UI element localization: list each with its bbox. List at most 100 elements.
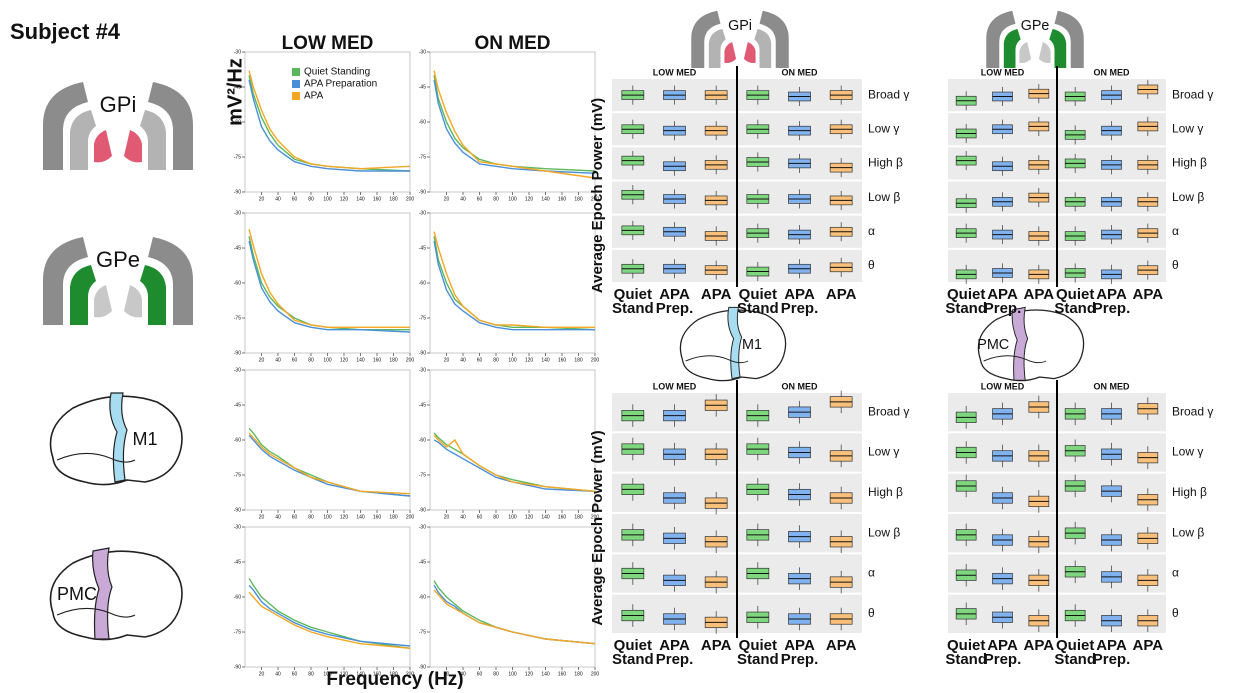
y-tick-label: -30 <box>234 524 241 530</box>
y-tick-label: -30 <box>419 49 426 55</box>
band-label: High β <box>868 156 903 170</box>
condition-label: Quiet Stand <box>945 286 987 317</box>
inner-segment <box>94 285 112 318</box>
condition-label: Quiet Stand <box>945 637 987 668</box>
psd-line <box>433 231 595 328</box>
condition-label: Quiet Stand <box>611 637 654 668</box>
x-tick-label: 200 <box>406 196 415 202</box>
x-tick-label: 140 <box>541 514 550 520</box>
x-tick-label: 200 <box>591 357 600 363</box>
psd-line <box>433 70 596 179</box>
x-tick-label: 120 <box>340 514 349 520</box>
condition-label: Quiet Stand <box>736 286 779 317</box>
psd-line <box>248 240 411 333</box>
x-tick-label: 200 <box>406 671 415 677</box>
outer-segment <box>148 82 193 170</box>
condition-label: Quiet Stand <box>611 286 654 317</box>
band-label: Low β <box>868 525 900 539</box>
colored-strip <box>1011 306 1029 381</box>
region-label: GPe <box>96 247 140 272</box>
x-tick-label: 180 <box>389 671 398 677</box>
y-tick-label: -45 <box>419 402 426 408</box>
x-tick-label: 160 <box>373 671 382 677</box>
y-tick-label: -75 <box>419 472 426 478</box>
condition-label: APA <box>1023 286 1055 303</box>
y-tick-label: -45 <box>419 245 426 251</box>
condition-label: APA Prep. <box>655 286 694 317</box>
x-tick-label: 120 <box>340 671 349 677</box>
psd-line <box>248 584 411 647</box>
band-label: Broad γ <box>868 404 909 418</box>
y-tick-label: -30 <box>234 210 241 216</box>
x-tick-label: 120 <box>340 357 349 363</box>
y-axis-title: Average Epoch Power (mV) <box>589 430 606 625</box>
x-tick-label: 180 <box>389 196 398 202</box>
icon: GPe <box>986 10 1084 68</box>
x-tick-label: 200 <box>406 357 415 363</box>
column-header: ON MED <box>475 33 551 54</box>
x-tick-label: 20 <box>444 357 450 363</box>
y-tick-label: -75 <box>419 629 426 635</box>
x-tick-label: 140 <box>541 671 550 677</box>
band-label: θ <box>1172 258 1179 272</box>
panel-frame <box>429 369 596 511</box>
condition-label: APA <box>700 286 732 303</box>
column-header: LOW MED <box>981 67 1025 77</box>
column-header: LOW MED <box>653 381 697 391</box>
icon: PMC <box>977 306 1085 382</box>
x-tick-label: 60 <box>477 514 483 520</box>
band-label: θ <box>868 258 875 272</box>
x-tick-label: 100 <box>508 514 517 520</box>
band-label: Low γ <box>1172 121 1203 135</box>
y-axis-title: Average Epoch Power (mV) <box>589 98 606 293</box>
x-tick-label: 60 <box>292 671 298 677</box>
middle-segment <box>140 110 166 170</box>
legend-swatch <box>292 80 300 88</box>
x-tick-label: 80 <box>308 671 314 677</box>
band-label: Low β <box>868 190 900 204</box>
y-tick-label: -90 <box>419 507 426 513</box>
band-label: Low β <box>1172 525 1204 539</box>
x-tick-label: 140 <box>356 514 365 520</box>
region-label: PMC <box>977 337 1009 353</box>
region-label: M1 <box>742 337 762 353</box>
x-tick-label: 40 <box>275 357 281 363</box>
inner-segment <box>743 42 756 64</box>
band-label: Broad γ <box>1172 404 1213 418</box>
y-tick-label: -45 <box>234 84 241 90</box>
y-tick-label: -60 <box>419 119 426 125</box>
x-tick-label: 20 <box>444 514 450 520</box>
y-tick-label: -30 <box>234 49 241 55</box>
x-tick-label: 100 <box>323 196 332 202</box>
x-tick-label: 60 <box>477 671 483 677</box>
condition-label: APA Prep. <box>983 637 1022 668</box>
column-header: ON MED <box>782 381 819 391</box>
x-tick-label: 40 <box>460 671 466 677</box>
y-tick-label: -90 <box>419 189 426 195</box>
x-tick-label: 60 <box>292 514 298 520</box>
y-tick-label: -60 <box>234 594 241 600</box>
x-tick-label: 160 <box>373 514 382 520</box>
inner-segment <box>94 130 112 163</box>
brain-outline <box>49 550 183 641</box>
x-tick-label: 40 <box>460 196 466 202</box>
y-tick-label: -30 <box>419 210 426 216</box>
legend-label: APA <box>304 91 324 102</box>
x-tick-label: 140 <box>541 196 550 202</box>
band-label: High β <box>868 485 903 499</box>
icon: PMC <box>49 547 183 641</box>
psd-line <box>248 577 411 649</box>
y-tick-label: -45 <box>419 559 426 565</box>
x-tick-label: 100 <box>323 514 332 520</box>
y-tick-label: -90 <box>419 350 426 356</box>
y-tick-label: -60 <box>234 119 241 125</box>
x-tick-label: 120 <box>525 514 534 520</box>
legend-swatch <box>292 68 300 76</box>
inner-segment <box>1038 42 1051 64</box>
x-tick-label: 140 <box>356 196 365 202</box>
middle-segment <box>140 265 166 325</box>
condition-label: APA Prep. <box>780 286 819 317</box>
outer-segment <box>1054 10 1084 68</box>
band-label: Low β <box>1172 190 1204 204</box>
